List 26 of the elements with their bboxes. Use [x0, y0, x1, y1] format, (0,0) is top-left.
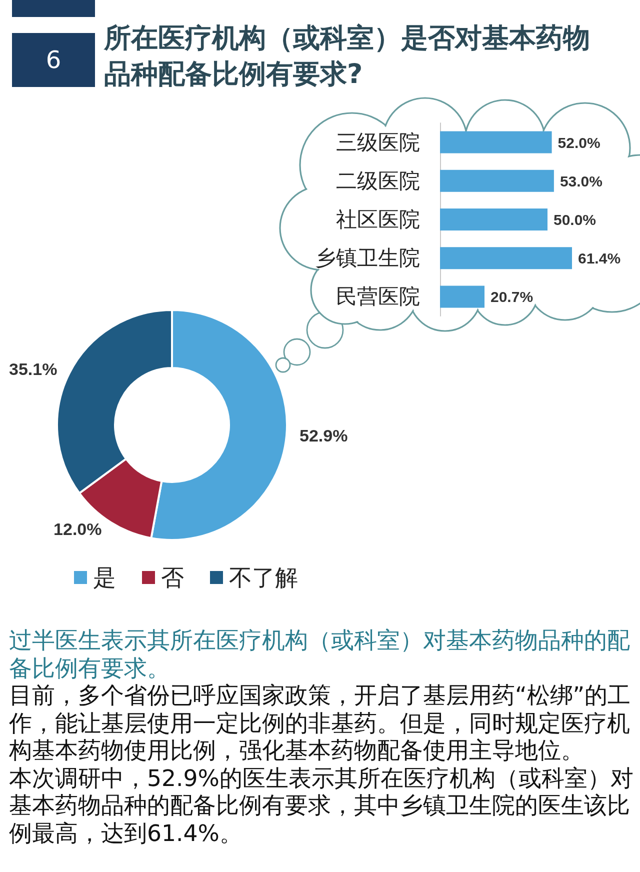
- bar: [440, 208, 548, 230]
- data-label: 61.4%: [578, 250, 621, 267]
- data-label: 35.1%: [9, 360, 58, 380]
- y-tick-label: 社区医院: [336, 208, 420, 232]
- y-tick-label: 乡镇卫生院: [315, 246, 420, 270]
- bar: [440, 170, 554, 192]
- text: 目前，多个省份已呼应国家政策，开启了基层用药“松绑”的工作，能让基层使用一定比例的非基药。但是，同时规定医疗机构基本药物使用比例，强化基本药物配备使用主导地位。: [9, 683, 632, 766]
- data-label: 12.0%: [54, 520, 102, 539]
- text: 过半医生表示其所在医疗机构（或科室）对基本药物品种的配备比例有要求。: [9, 628, 631, 683]
- bar: [440, 247, 572, 270]
- legend-label: 否: [161, 564, 184, 590]
- data-label: 52.0%: [558, 134, 600, 151]
- text: 本次调研中，52.9%的医生表示其所在医疗机构（或科室）对基本药物品种的配备比例有要求，其中乡镇卫生院的医生该比例最高，达到61.4%。: [9, 766, 634, 848]
- data-label: 52.9%: [299, 426, 348, 446]
- y-tick-label: 三级医院: [336, 130, 420, 154]
- data-label: 20.7%: [490, 288, 534, 306]
- y-tick-label: 民营医院: [336, 284, 420, 309]
- y-tick-label: 二级医院: [336, 168, 420, 193]
- legend-label: 不了解: [229, 564, 298, 590]
- bar: [440, 131, 552, 154]
- legend-label: 是: [93, 564, 116, 590]
- data-label: 53.0%: [560, 172, 602, 190]
- text: 6: [46, 46, 62, 74]
- chart-title: 所在医疗机构（或科室）是否对基本药物品种配备比例有要求?: [104, 22, 591, 92]
- data-label: 50.0%: [553, 211, 596, 228]
- bar: [440, 286, 484, 308]
